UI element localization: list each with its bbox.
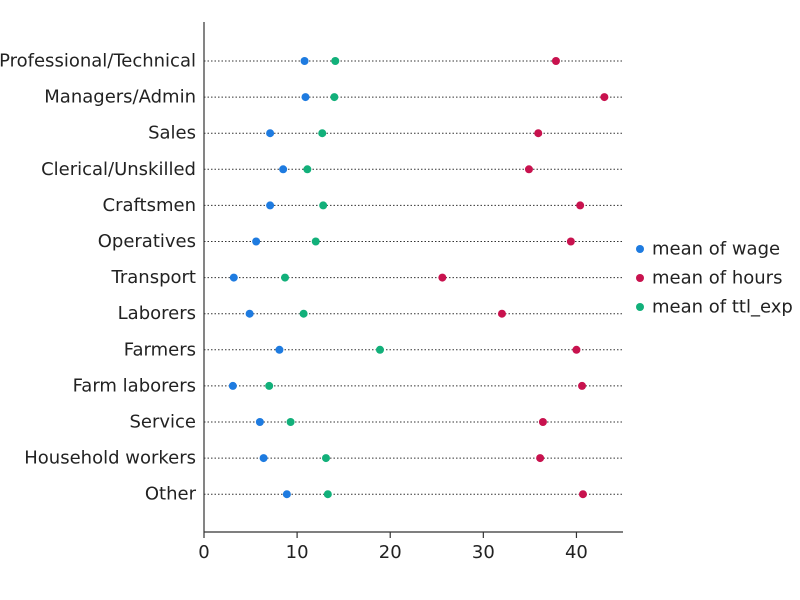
category-label: Service	[129, 412, 196, 433]
data-point	[255, 418, 264, 426]
data-point	[266, 201, 275, 210]
data-point	[330, 93, 339, 102]
data-point	[266, 129, 275, 138]
category-label: Clerical/Unskilled	[41, 159, 196, 180]
category-label: Operatives	[98, 231, 196, 252]
x-tick-label: 0	[198, 542, 209, 563]
data-point	[282, 490, 291, 499]
data-points	[228, 57, 609, 499]
data-point	[578, 490, 587, 499]
data-point	[321, 454, 330, 463]
data-point	[551, 57, 560, 65]
legend: mean of wage mean of hours mean of ttl_exp	[636, 239, 793, 318]
legend-label: mean of hours	[652, 268, 782, 289]
row-guide-lines	[204, 60, 623, 495]
data-point	[375, 345, 384, 354]
x-tick-label: 20	[379, 542, 402, 563]
data-point	[323, 490, 332, 499]
x-tick-label: 40	[565, 542, 588, 563]
data-point	[566, 237, 575, 246]
category-label: Professional/Technical	[0, 51, 196, 72]
data-point	[524, 165, 533, 174]
data-point	[300, 57, 309, 65]
data-point	[229, 273, 238, 282]
data-point	[281, 273, 290, 282]
data-point	[245, 309, 254, 318]
category-label: Laborers	[118, 303, 196, 324]
data-point	[576, 201, 585, 210]
x-tick-label: 30	[472, 542, 495, 563]
data-point	[600, 93, 609, 102]
data-point	[538, 418, 547, 426]
data-point	[534, 129, 543, 138]
legend-marker	[636, 303, 644, 311]
data-point	[228, 381, 237, 390]
category-label: Managers/Admin	[44, 87, 196, 108]
data-point	[303, 165, 312, 174]
data-point	[572, 345, 581, 354]
category-label: Transport	[111, 267, 196, 288]
data-point	[286, 418, 295, 426]
data-point	[497, 309, 506, 318]
category-label: Craftsmen	[103, 195, 196, 216]
legend-marker	[636, 245, 644, 253]
data-point	[279, 165, 288, 174]
category-label: Other	[145, 484, 197, 505]
data-point	[252, 237, 261, 246]
category-label: Farmers	[124, 339, 196, 360]
x-tick-label: 10	[286, 542, 309, 563]
legend-marker	[636, 274, 644, 282]
data-point	[311, 237, 320, 246]
data-point	[318, 129, 327, 138]
data-point	[319, 201, 328, 210]
category-label: Sales	[148, 123, 196, 144]
data-point	[331, 57, 340, 65]
category-label: Farm laborers	[73, 375, 196, 396]
category-label: Household workers	[24, 448, 196, 469]
data-point	[578, 381, 587, 390]
data-point	[259, 454, 268, 463]
data-point	[275, 345, 284, 354]
x-axis-ticks: 0 10 20 30 40	[198, 532, 588, 563]
data-point	[536, 454, 545, 463]
data-point	[438, 273, 447, 282]
legend-label: mean of wage	[652, 239, 780, 260]
category-labels: Professional/Technical Managers/Admin Sale…	[0, 51, 197, 505]
data-point	[299, 309, 308, 318]
data-point	[301, 93, 310, 102]
legend-label: mean of ttl_exp	[652, 297, 793, 318]
data-point	[265, 381, 274, 390]
